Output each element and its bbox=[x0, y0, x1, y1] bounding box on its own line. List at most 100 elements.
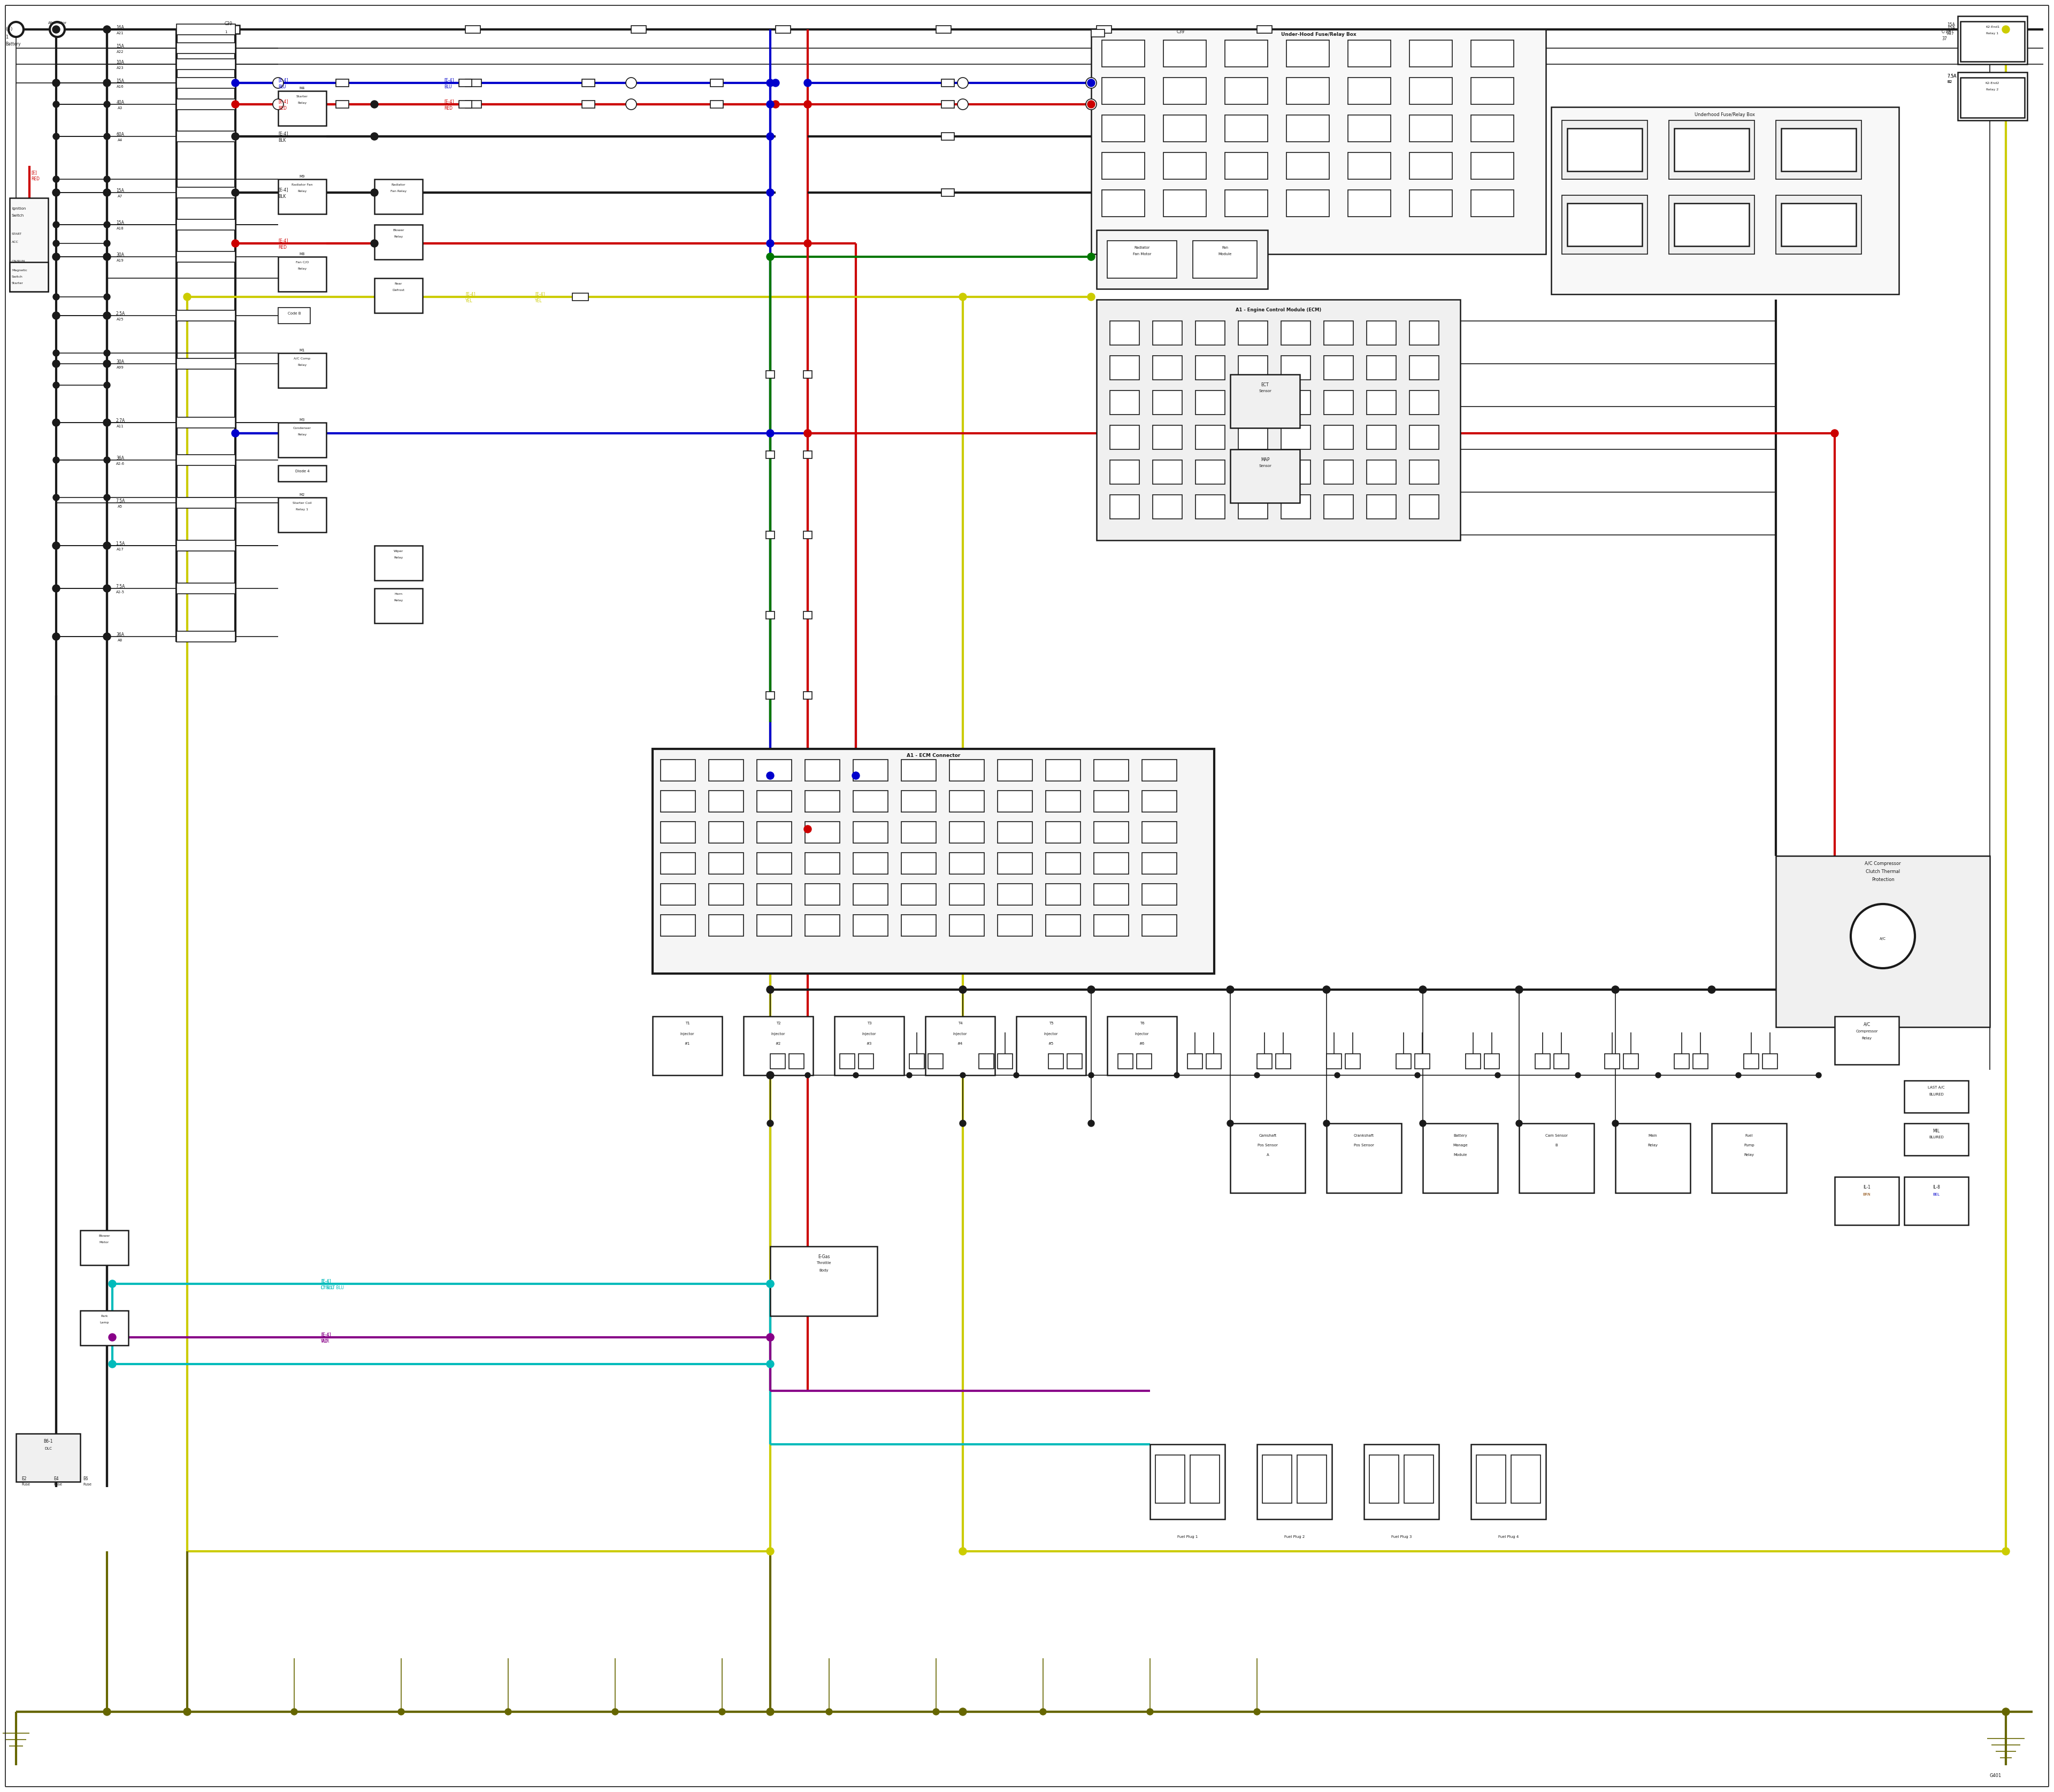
Bar bbox=[766, 530, 774, 539]
Bar bbox=[756, 914, 791, 935]
Circle shape bbox=[1175, 1073, 1179, 1077]
Bar bbox=[709, 790, 744, 812]
Bar bbox=[1097, 229, 1267, 289]
Bar bbox=[10, 197, 47, 292]
Text: [E-4]: [E-4] bbox=[320, 1331, 331, 1337]
Bar bbox=[941, 100, 955, 108]
Text: Battery: Battery bbox=[6, 41, 21, 47]
Bar bbox=[661, 760, 696, 781]
Bar bbox=[1091, 29, 1105, 38]
Circle shape bbox=[103, 584, 111, 591]
Bar bbox=[1239, 461, 1267, 484]
Circle shape bbox=[803, 100, 811, 108]
Text: #5: #5 bbox=[1048, 1041, 1054, 1045]
Circle shape bbox=[766, 986, 774, 993]
Text: PUR: PUR bbox=[320, 1339, 329, 1344]
Text: Relay: Relay bbox=[394, 556, 403, 559]
Bar bbox=[756, 853, 791, 874]
Text: Under-Hood Fuse/Relay Box: Under-Hood Fuse/Relay Box bbox=[1282, 32, 1356, 38]
Bar bbox=[1960, 22, 2025, 61]
Text: RED: RED bbox=[444, 106, 452, 111]
Bar bbox=[1152, 495, 1183, 520]
Text: Relay: Relay bbox=[1861, 1038, 1871, 1039]
Bar bbox=[756, 790, 791, 812]
Text: LAST A/C: LAST A/C bbox=[1929, 1086, 1945, 1090]
Text: A23: A23 bbox=[117, 66, 123, 70]
Bar bbox=[902, 823, 937, 842]
Bar bbox=[1409, 115, 1452, 142]
Bar bbox=[661, 883, 696, 905]
Text: #6: #6 bbox=[1140, 1041, 1144, 1045]
Bar bbox=[756, 760, 791, 781]
Bar bbox=[1668, 120, 1754, 179]
Bar bbox=[1239, 495, 1267, 520]
Bar bbox=[1409, 77, 1452, 104]
Text: Pump: Pump bbox=[1744, 1143, 1754, 1147]
Bar bbox=[631, 25, 647, 34]
Text: [E-4]: [E-4] bbox=[277, 131, 288, 136]
Text: BLURED: BLURED bbox=[1929, 1093, 1943, 1097]
Circle shape bbox=[772, 79, 778, 86]
Bar bbox=[756, 883, 791, 905]
Text: Compressor: Compressor bbox=[1855, 1030, 1877, 1032]
Bar bbox=[1781, 202, 1857, 246]
Bar bbox=[1107, 240, 1177, 278]
Text: 15A: 15A bbox=[1947, 23, 1955, 27]
Bar bbox=[1045, 853, 1080, 874]
Text: E-Gas: E-Gas bbox=[817, 1254, 830, 1260]
Text: A11: A11 bbox=[117, 425, 123, 428]
Bar bbox=[177, 131, 236, 142]
Bar bbox=[1109, 461, 1140, 484]
Bar bbox=[803, 371, 811, 378]
Bar bbox=[1957, 72, 2027, 120]
Bar bbox=[770, 1054, 785, 1068]
Bar bbox=[852, 823, 887, 842]
Bar bbox=[1614, 1124, 1690, 1193]
Circle shape bbox=[103, 79, 111, 86]
Circle shape bbox=[105, 495, 111, 500]
Bar bbox=[1960, 77, 2025, 118]
Bar bbox=[374, 588, 423, 624]
Bar bbox=[16, 1434, 80, 1482]
Bar bbox=[1091, 29, 1547, 254]
Bar bbox=[1224, 39, 1267, 66]
Circle shape bbox=[370, 100, 378, 108]
Text: A25: A25 bbox=[117, 317, 123, 321]
Bar bbox=[834, 1016, 904, 1075]
Bar bbox=[910, 1054, 924, 1068]
Text: Injector: Injector bbox=[953, 1032, 967, 1036]
Circle shape bbox=[105, 240, 111, 247]
Bar bbox=[1286, 39, 1329, 66]
Text: Fuel Plug 3: Fuel Plug 3 bbox=[1391, 1536, 1411, 1539]
Bar bbox=[1674, 1054, 1688, 1068]
Text: RED: RED bbox=[31, 177, 39, 181]
Bar bbox=[1674, 202, 1750, 246]
Bar bbox=[1282, 321, 1310, 346]
Bar bbox=[805, 790, 840, 812]
Circle shape bbox=[959, 986, 967, 993]
Text: A21: A21 bbox=[117, 32, 123, 34]
Bar bbox=[1325, 391, 1354, 414]
Bar bbox=[1101, 152, 1144, 179]
Circle shape bbox=[1087, 986, 1095, 993]
Circle shape bbox=[53, 586, 60, 591]
Circle shape bbox=[766, 188, 774, 197]
Text: 16A: 16A bbox=[117, 25, 125, 30]
Text: [E-4]: [E-4] bbox=[277, 186, 288, 192]
Text: A/C Comp: A/C Comp bbox=[294, 357, 310, 360]
Bar bbox=[1152, 321, 1183, 346]
Text: [E-4]: [E-4] bbox=[444, 99, 454, 104]
Text: Relay 1: Relay 1 bbox=[296, 509, 308, 511]
Bar bbox=[1117, 1054, 1134, 1068]
Text: 30A: 30A bbox=[117, 360, 125, 364]
Text: Fan C/O: Fan C/O bbox=[296, 262, 308, 263]
Circle shape bbox=[109, 1360, 117, 1367]
Bar bbox=[1195, 425, 1224, 450]
Bar bbox=[1095, 760, 1128, 781]
Bar bbox=[998, 883, 1033, 905]
Bar bbox=[711, 100, 723, 108]
Bar bbox=[80, 1310, 127, 1346]
Circle shape bbox=[105, 133, 111, 140]
Circle shape bbox=[1323, 986, 1331, 993]
Circle shape bbox=[933, 1708, 939, 1715]
